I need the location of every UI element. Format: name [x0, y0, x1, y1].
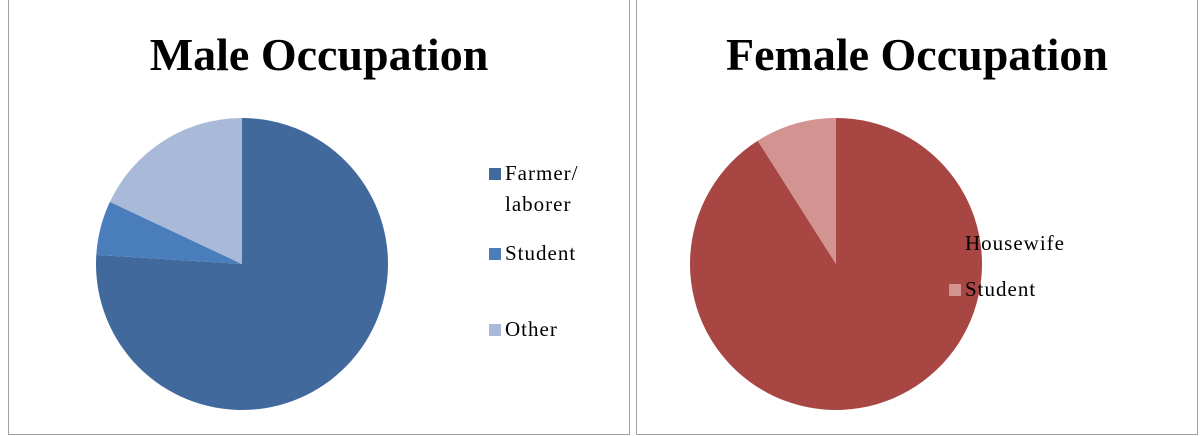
legend-item: Student: [489, 238, 615, 269]
legend-item: Student: [949, 274, 1075, 305]
chart-panel: Female Occupation Housewife Student: [636, 0, 1198, 435]
legend-swatch: [949, 284, 961, 296]
pie-slice: [109, 118, 242, 264]
legend-label: Other: [505, 317, 558, 341]
legend-label: Housewife: [965, 231, 1065, 255]
chart-title: Male Occupation: [149, 29, 489, 80]
legend-label: Farmer/ laborer: [505, 161, 579, 216]
chart-title: Female Occupation: [726, 29, 1108, 80]
legend-item: Farmer/ laborer: [489, 158, 615, 220]
legend-label: Student: [965, 277, 1037, 301]
pie: [96, 118, 389, 410]
legend-swatch: [949, 238, 961, 250]
pie-slice: [690, 118, 982, 410]
chart-panel: Male Occupation Farmer/ laborer Student Ot…: [8, 0, 630, 435]
legend-swatch: [489, 168, 501, 180]
legend-swatch: [489, 248, 501, 260]
pie-slice: [96, 201, 242, 264]
pie-slice: [757, 118, 836, 264]
legend-item: Housewife: [949, 228, 1075, 259]
legend-swatch: [489, 324, 501, 336]
pie: [690, 118, 982, 410]
legend-item: Other: [489, 314, 615, 345]
legend-label: Student: [505, 241, 577, 265]
